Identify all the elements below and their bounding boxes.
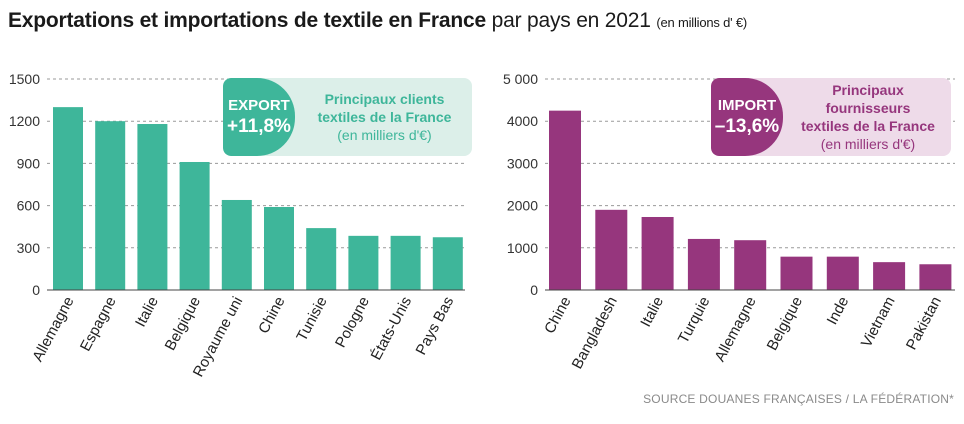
- bar: [137, 124, 168, 290]
- x-tick-label: Allemagne: [711, 294, 759, 365]
- x-tick-label: Turquie: [675, 294, 714, 346]
- y-tick-label: 300: [17, 240, 41, 256]
- title-unit: (en millions d' €): [656, 15, 747, 30]
- source-note: SOURCE DOUANES FRANÇAISES / LA FÉDÉRATIO…: [643, 392, 954, 406]
- x-tick-label: Inde: [824, 294, 853, 328]
- bar: [53, 107, 83, 290]
- x-tick-label: Bangladesh: [569, 294, 621, 372]
- bar: [873, 262, 906, 290]
- bar: [641, 216, 674, 290]
- import-line2: textiles de la France: [801, 118, 935, 134]
- y-tick-label: 900: [17, 155, 41, 171]
- y-tick-label: 4000: [507, 113, 538, 129]
- bar: [306, 228, 337, 290]
- x-tick-label: Chine: [255, 294, 288, 337]
- bar: [549, 110, 581, 291]
- y-tick-label: 1200: [9, 113, 40, 129]
- title-normal: par pays en 2021: [491, 9, 651, 32]
- y-tick-label: 3000: [507, 155, 538, 171]
- bar: [179, 161, 210, 290]
- y-tick-label: 0: [530, 282, 538, 298]
- export-keyword: EXPORT: [228, 96, 290, 114]
- export-pill: EXPORT +11,8%: [223, 78, 295, 156]
- y-tick-label: 600: [17, 198, 41, 214]
- y-tick-label: 2000: [507, 198, 538, 214]
- import-description: Principaux fournisseurs textiles de la F…: [791, 78, 945, 156]
- import-line1: Principaux fournisseurs: [825, 82, 911, 116]
- bar: [221, 199, 252, 290]
- x-tick-label: Italie: [637, 294, 667, 330]
- x-tick-label: Tunisie: [293, 294, 330, 344]
- y-tick-label: 1500: [9, 71, 40, 87]
- bar: [390, 235, 421, 290]
- y-tick-label: 5 000: [503, 71, 538, 87]
- x-tick-label: Vietnam: [858, 294, 899, 350]
- x-tick-label: Pays Bas: [413, 294, 458, 358]
- bar: [348, 235, 379, 290]
- x-tick-label: Chine: [541, 294, 574, 337]
- import-pill: IMPORT –13,6%: [711, 78, 783, 156]
- export-percent: +11,8%: [227, 115, 291, 137]
- bar: [687, 238, 720, 290]
- bar: [734, 240, 767, 290]
- bar: [264, 207, 294, 290]
- export-callout: EXPORT +11,8% Principaux clients textile…: [223, 78, 472, 156]
- import-percent: –13,6%: [714, 115, 780, 137]
- bar: [780, 256, 813, 290]
- bar: [595, 209, 628, 290]
- x-tick-label: Belgique: [764, 294, 806, 354]
- import-line3: (en milliers d'€): [820, 136, 916, 152]
- x-tick-label: Pakistan: [903, 294, 945, 353]
- bar: [826, 256, 859, 290]
- x-tick-label: Espagne: [77, 294, 120, 354]
- x-tick-label: Italie: [132, 294, 162, 330]
- title-bold: Exportations et importations de textile …: [8, 9, 486, 32]
- import-callout: IMPORT –13,6% Principaux fournisseurs te…: [711, 78, 951, 156]
- page-title: Exportations et importations de textile …: [8, 9, 747, 33]
- y-tick-label: 0: [32, 282, 40, 298]
- bar: [95, 121, 126, 290]
- x-tick-label: Allemagne: [29, 294, 77, 365]
- export-description: Principaux clients textiles de la France…: [303, 78, 466, 156]
- export-line1: Principaux clients: [324, 91, 445, 107]
- bar: [919, 264, 952, 290]
- y-tick-label: 1000: [507, 240, 538, 256]
- x-tick-label: Belgique: [162, 294, 204, 354]
- x-tick-label: États-Unis: [368, 294, 415, 363]
- bar: [432, 237, 463, 290]
- export-line3: (en milliers d'€): [337, 127, 432, 143]
- x-tick-label: Pologne: [332, 294, 373, 351]
- import-keyword: IMPORT: [717, 96, 777, 114]
- export-line2: textiles de la France: [317, 109, 452, 125]
